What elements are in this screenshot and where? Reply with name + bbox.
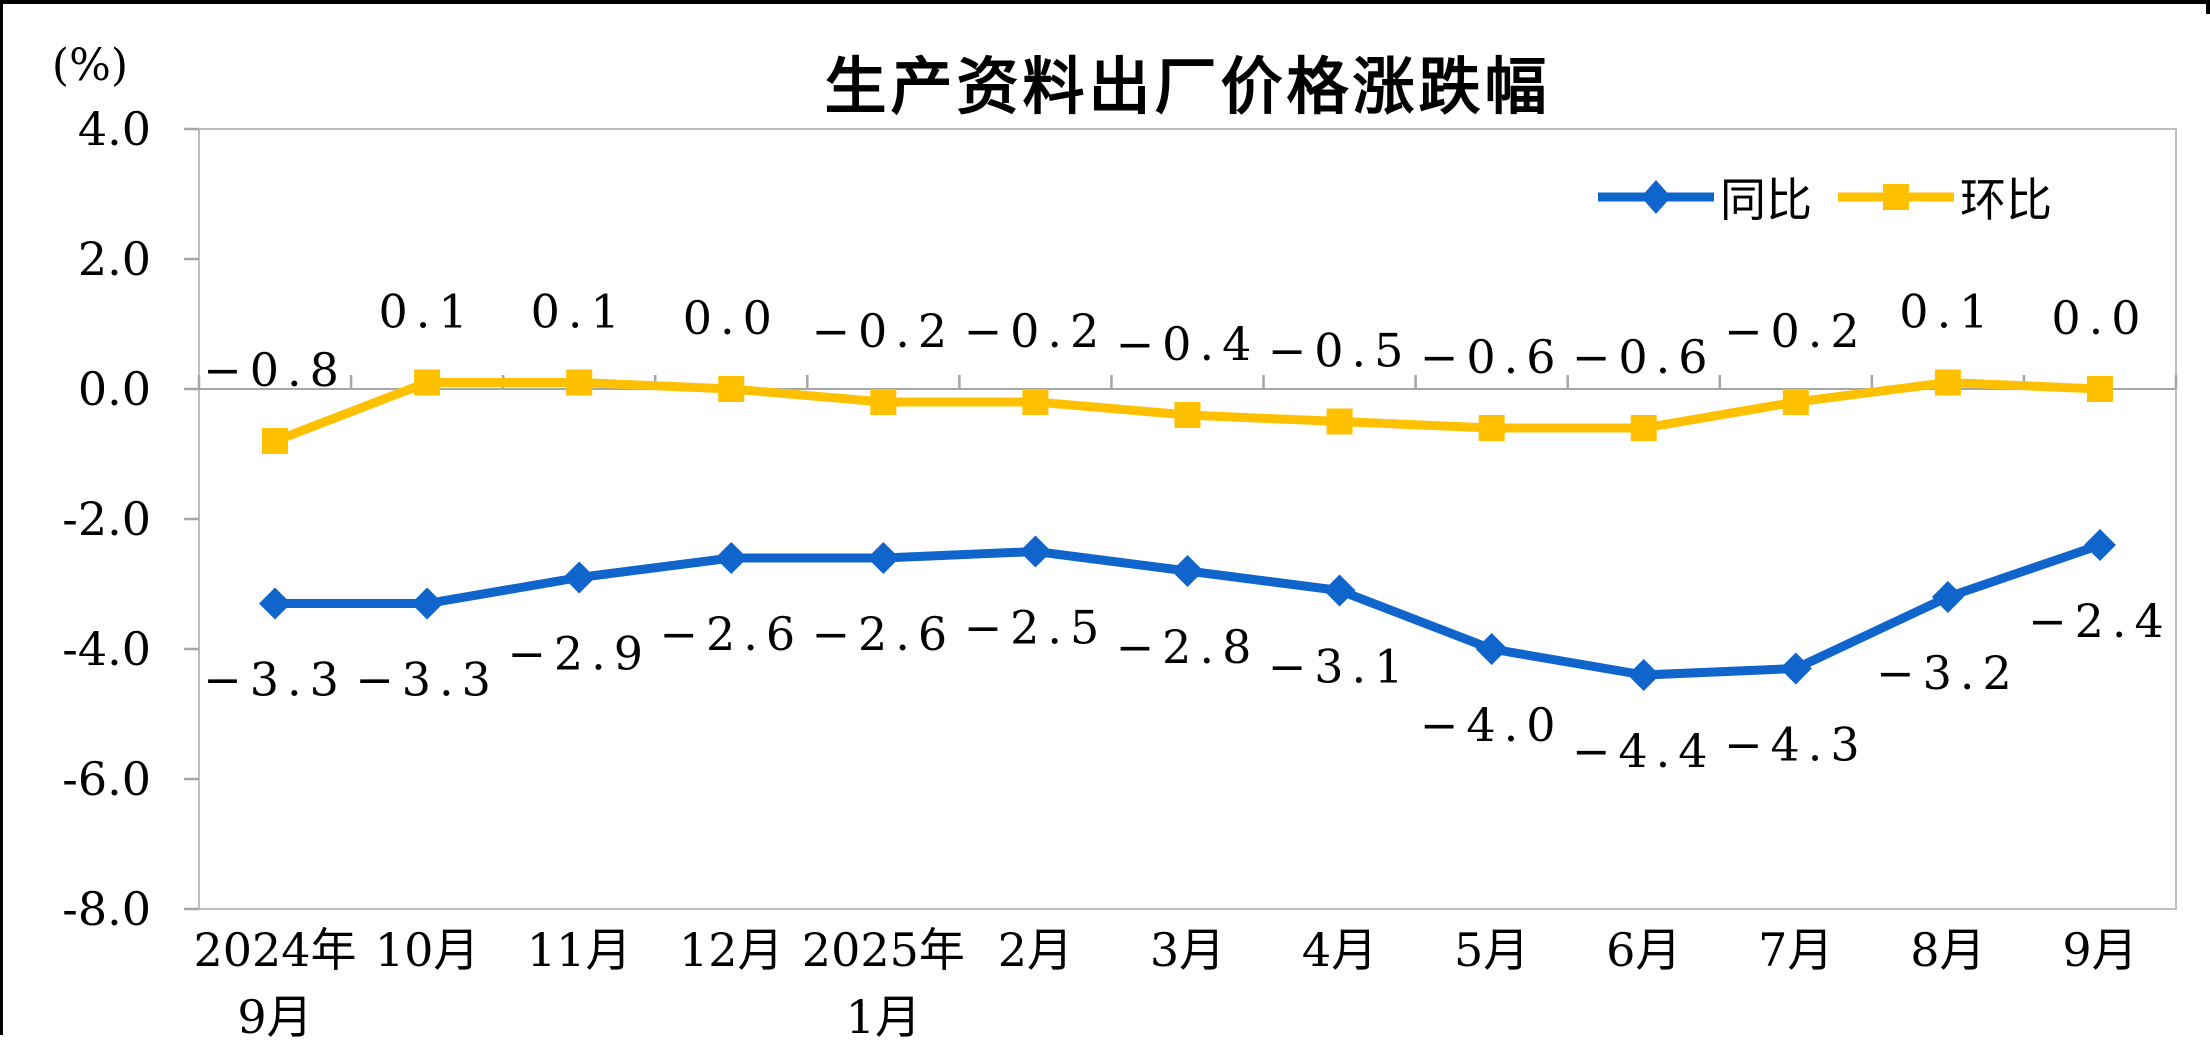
data-label-yoy: −2.4 — [2028, 594, 2172, 648]
marker-square-mom — [718, 376, 745, 402]
data-label-mom: −0.4 — [1116, 317, 1260, 371]
legend-label-yoy: 同比 — [1720, 173, 1812, 227]
chart-title: 生产资料出厂价格涨跌幅 — [824, 53, 1551, 122]
legend-swatch-yoy-line-diamond-icon — [1598, 180, 1714, 214]
marker-diamond-yoy — [2083, 529, 2116, 561]
window-edge-right — [2206, 0, 2210, 14]
marker-diamond-yoy — [563, 561, 596, 594]
data-label-mom: 0.0 — [2051, 291, 2148, 345]
data-label-mom: −0.6 — [1420, 330, 1564, 384]
legend-swatch-mom-line-square-icon — [1838, 184, 1954, 210]
marker-diamond-yoy — [1019, 535, 1052, 568]
marker-diamond-yoy — [1627, 659, 1660, 691]
y-axis-tick-label: -2.0 — [62, 492, 151, 546]
marker-square-mom — [1326, 408, 1353, 435]
marker-square-mom — [2086, 376, 2113, 402]
data-label-mom: −0.2 — [811, 304, 955, 358]
x-axis-tick-label: 4月 — [1302, 923, 1377, 977]
plot-border — [198, 128, 2177, 910]
x-axis-tick-label: 2月 — [998, 923, 1073, 977]
x-axis-tick-label: 5月 — [1454, 923, 1529, 977]
data-label-mom: −0.5 — [1268, 324, 1412, 378]
marker-diamond-yoy — [1475, 633, 1508, 665]
data-label-yoy: −4.0 — [1420, 698, 1564, 752]
legend-item-mom: 环比 — [1838, 164, 2052, 230]
data-label-yoy: −2.8 — [1116, 620, 1260, 674]
marker-square-mom — [1630, 415, 1657, 441]
legend-item-yoy: 同比 — [1598, 164, 1812, 230]
y-axis-tick-label: 0.0 — [78, 362, 151, 416]
x-axis-tick-label: 8月 — [1910, 923, 1985, 977]
marker-square-mom — [1934, 369, 1961, 396]
window-edge-left — [0, 0, 3, 1035]
x-axis-tick-label: 11月 — [527, 923, 632, 977]
data-label-mom: 0.1 — [1899, 285, 1996, 339]
marker-square-mom — [1782, 389, 1809, 415]
x-axis-tick-label: 10月 — [375, 923, 480, 977]
x-axis-tick-label: 3月 — [1150, 923, 1225, 977]
y-axis-tick-label: -6.0 — [62, 752, 151, 806]
data-label-yoy: −2.6 — [811, 607, 955, 661]
marker-square-mom — [262, 428, 289, 454]
x-axis-tick-label: 2024年 — [193, 923, 356, 977]
marker-diamond-yoy — [867, 542, 900, 574]
x-axis-tick-label: 6月 — [1606, 923, 1681, 977]
data-label-yoy: −2.5 — [964, 601, 1108, 655]
data-label-mom: −0.8 — [203, 343, 347, 397]
data-label-yoy: −4.3 — [1724, 718, 1868, 772]
marker-diamond-yoy — [1323, 574, 1356, 607]
data-label-yoy: −3.2 — [1876, 646, 2020, 700]
x-axis-tick-label: 7月 — [1758, 923, 1833, 977]
y-axis-tick-label: 4.0 — [78, 102, 151, 156]
data-label-mom: 0.0 — [683, 291, 780, 345]
x-axis-tick-label: 9月 — [2062, 923, 2137, 977]
marker-diamond-yoy — [411, 587, 444, 620]
data-label-yoy: −3.1 — [1268, 640, 1412, 694]
data-label-yoy: −2.9 — [507, 627, 651, 681]
data-label-mom: 0.1 — [531, 285, 628, 339]
marker-square-mom — [870, 389, 897, 415]
legend: 同比 环比 — [1598, 164, 2052, 230]
x-axis-tick-label: 2025年 — [802, 923, 965, 977]
data-label-mom: −0.6 — [1572, 330, 1716, 384]
marker-square-mom — [414, 369, 441, 396]
x-axis-tick-label: 9月 — [237, 990, 312, 1044]
marker-square-mom — [1022, 389, 1049, 415]
x-axis-tick-label: 1月 — [846, 990, 921, 1044]
marker-square-mom — [566, 369, 593, 396]
marker-diamond-yoy — [1171, 555, 1204, 587]
y-axis-tick-label: 2.0 — [78, 232, 151, 286]
data-label-yoy: −3.3 — [355, 653, 499, 707]
marker-diamond-yoy — [259, 587, 292, 620]
data-label-yoy: −3.3 — [203, 653, 347, 707]
marker-diamond-yoy — [715, 542, 748, 574]
marker-diamond-yoy — [1931, 581, 1964, 613]
window-edge-top — [0, 0, 2210, 4]
marker-square-mom — [1478, 415, 1505, 441]
data-label-mom: −0.2 — [964, 304, 1108, 358]
data-label-yoy: −2.6 — [659, 607, 803, 661]
y-axis-unit-label: (%) — [51, 40, 129, 91]
marker-diamond-yoy — [1779, 652, 1812, 685]
legend-label-mom: 环比 — [1960, 173, 2052, 227]
data-label-yoy: −4.4 — [1572, 724, 1716, 778]
x-axis-tick-label: 12月 — [679, 923, 784, 977]
data-label-mom: −0.2 — [1724, 304, 1868, 358]
data-label-mom: 0.1 — [379, 285, 476, 339]
y-axis-tick-label: -4.0 — [62, 622, 151, 676]
y-axis-tick-label: -8.0 — [62, 882, 151, 936]
marker-square-mom — [1174, 402, 1201, 428]
